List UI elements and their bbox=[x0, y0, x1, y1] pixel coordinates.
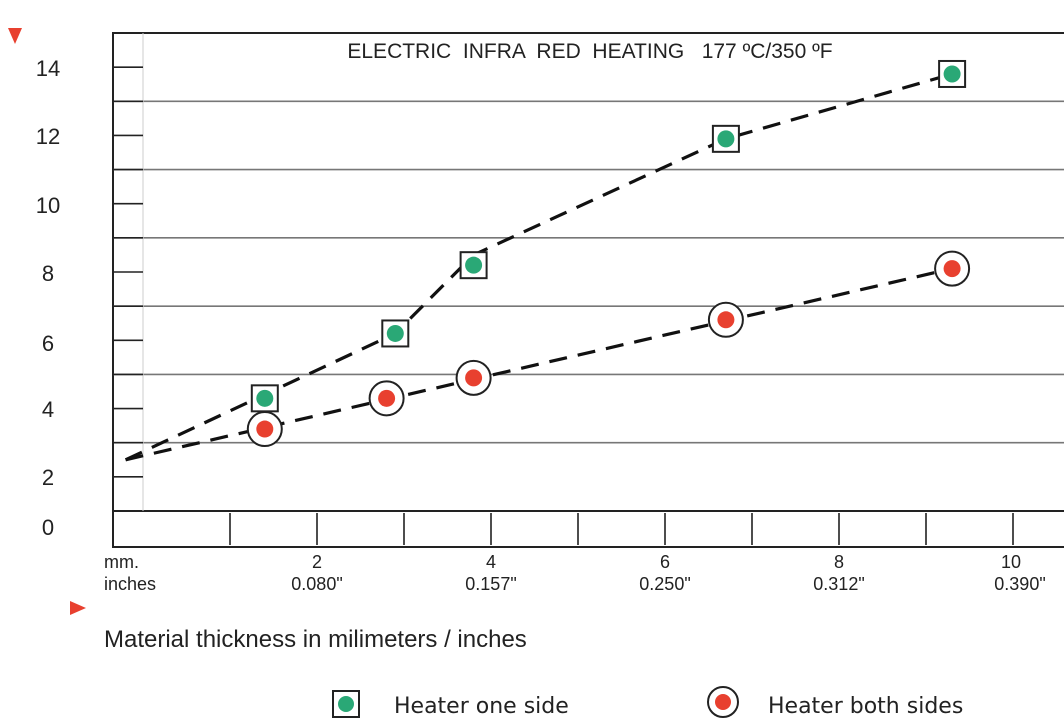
x-tick-label-mm-5: 10 bbox=[1001, 552, 1021, 572]
data-point-s0-1 bbox=[381, 319, 410, 348]
marker-dot bbox=[943, 65, 961, 83]
data-point-s1-3 bbox=[707, 301, 744, 338]
y-tick-label-0: 0 bbox=[42, 515, 54, 540]
x-tick-label-inch-4: 0.312" bbox=[813, 574, 864, 594]
y-tick-label-8: 8 bbox=[42, 261, 54, 286]
marker-dot bbox=[256, 389, 274, 407]
legend-circle-dot bbox=[715, 694, 731, 710]
marker-dot bbox=[256, 420, 274, 438]
legend-label-one-side: Heater one side bbox=[394, 694, 569, 719]
x-axis-marker-icon bbox=[70, 601, 86, 615]
x-tick-label-inch-3: 0.250" bbox=[639, 574, 690, 594]
legend-item-both-sides: Heater both sides bbox=[707, 686, 963, 719]
marker-dot bbox=[386, 324, 404, 342]
legend-square-dot bbox=[338, 696, 354, 712]
x-tick-label-inch-5: 0.390" bbox=[994, 574, 1045, 594]
x-axis-label: Material thickness in milimeters / inche… bbox=[104, 626, 527, 653]
data-point-s0-4 bbox=[938, 59, 967, 88]
y-tick-label-6: 6 bbox=[42, 331, 54, 356]
trend-line-1 bbox=[125, 267, 953, 462]
y-tick-label-12: 12 bbox=[36, 124, 60, 149]
x-tick-label-mm-3: 6 bbox=[660, 552, 670, 572]
marker-dot bbox=[465, 369, 483, 387]
marker-dot bbox=[717, 130, 735, 148]
data-point-s1-4 bbox=[934, 250, 971, 287]
data-point-s1-1 bbox=[368, 380, 405, 417]
data-point-s0-2 bbox=[459, 251, 488, 280]
square-marker bbox=[459, 251, 488, 280]
data-point-s1-2 bbox=[455, 359, 492, 396]
x-tick-label-mm-1: 2 bbox=[312, 552, 322, 572]
y-axis-marker-icon bbox=[8, 28, 22, 44]
legend-square-marker bbox=[332, 690, 360, 718]
chart-title: ELECTRIC INFRA RED HEATING 177 ºC/350 ºF bbox=[347, 40, 832, 63]
x-tick-label-inch-2: 0.157" bbox=[465, 574, 516, 594]
y-tick-label-2: 2 bbox=[42, 465, 54, 490]
data-point-s0-3 bbox=[711, 124, 740, 153]
axis-strip bbox=[112, 510, 1064, 548]
y-tick-label-10: 10 bbox=[36, 193, 60, 218]
data-point-s0-0 bbox=[250, 384, 279, 413]
x-tick-label-inch-1: 0.080" bbox=[291, 574, 342, 594]
legend-item-one-side: Heater one side bbox=[332, 690, 569, 719]
legend-label-both-sides: Heater both sides bbox=[768, 694, 963, 719]
marker-dot bbox=[465, 256, 483, 274]
marker-dot bbox=[717, 311, 735, 329]
x-tick-label-mm-2: 4 bbox=[486, 552, 496, 572]
marker-dot bbox=[378, 389, 396, 407]
x-tick-label-mm-4: 8 bbox=[834, 552, 844, 572]
trend-line-0 bbox=[124, 72, 953, 462]
data-point-s1-0 bbox=[246, 411, 283, 448]
y-tick-label-14: 14 bbox=[36, 56, 60, 81]
legend: Heater one side Heater both sides bbox=[332, 686, 963, 719]
x-tick-label-inch-0: inches bbox=[104, 574, 156, 594]
y-tick-label-4: 4 bbox=[42, 397, 54, 422]
x-tick-label-mm-0: mm. bbox=[104, 552, 139, 572]
marker-dot bbox=[943, 260, 961, 278]
